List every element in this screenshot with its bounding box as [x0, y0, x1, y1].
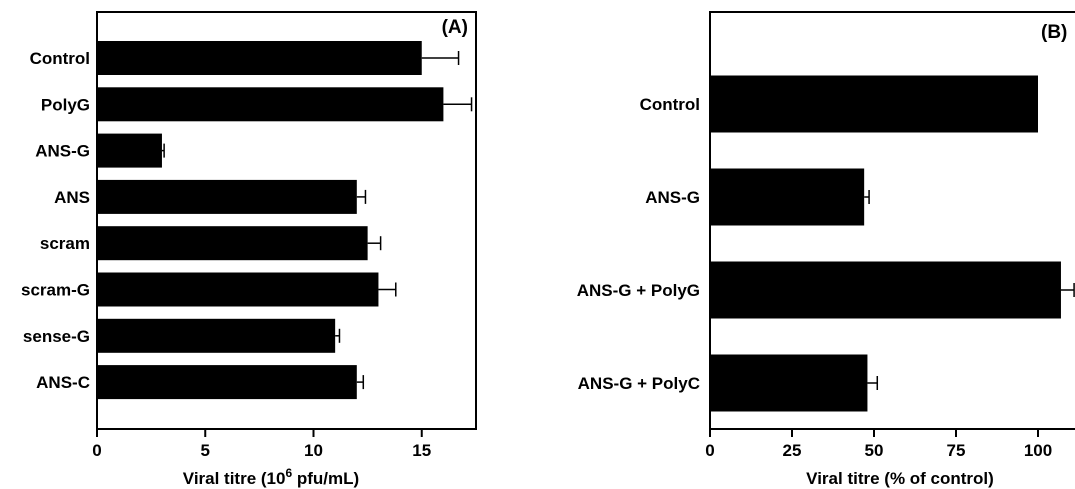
panel-a-error-bar-sense-g	[335, 328, 341, 343]
panel-b-error-bar-ans-g	[864, 190, 870, 204]
panel-a-bar-ans-c	[97, 365, 357, 400]
panel-a-error-bar-control	[421, 51, 460, 65]
panel-a-x-tick-label-0: 0	[92, 441, 101, 460]
panel-a-category-label-polyg: PolyG	[41, 95, 90, 114]
panel-b-bar-ans-g-polyg	[710, 261, 1061, 319]
panel-a-error-bar-scram-g	[378, 282, 397, 297]
panel-b-bar-ans-g-polyc	[710, 354, 868, 412]
panel-a-label: (A)	[442, 17, 468, 38]
panel-a-category-label-ans-g: ANS-G	[35, 142, 90, 161]
panel-a-x-tick-label-15: 15	[412, 441, 431, 460]
panel-b-category-label-ans-g-polyg: ANS-G + PolyG	[577, 281, 700, 300]
panel-a-error-bar-ans-g	[161, 143, 165, 158]
panel-b-bar-ans-g	[710, 168, 865, 226]
panel-b-category-label-control: Control	[640, 95, 700, 114]
panel-a-bar-scram	[97, 226, 368, 261]
panel-b-category-label-ans-g: ANS-G	[645, 188, 700, 207]
panel-b-x-axis-title: Viral titre (% of control)	[806, 469, 994, 488]
panel-a-bar-ans-g	[97, 133, 162, 168]
panel-a-x-tick-label-10: 10	[304, 441, 323, 460]
panel-a-x-tick-label-5: 5	[201, 441, 210, 460]
panel-a-category-label-scram-g: scram-G	[21, 281, 90, 300]
panel-a-bar-scram-g	[97, 272, 379, 307]
panel-a: (A) Control PolyG ANS-G ANS scram scram-G sens…	[21, 11, 477, 488]
panel-a-category-label-sense-g: sense-G	[23, 327, 90, 346]
panel-a-error-bar-scram	[367, 236, 382, 251]
panel-b-x-tick-label-100: 100	[1024, 441, 1052, 460]
panel-b-category-label-ans-g-polyc: ANS-G + PolyC	[578, 374, 700, 393]
panel-a-x-axis-title: Viral titre (106 pfu/mL)	[183, 466, 359, 488]
panel-b-x-tick-label-25: 25	[783, 441, 802, 460]
panel-a-bar-ans	[97, 179, 357, 214]
panel-b-x-tick-label-0: 0	[705, 441, 714, 460]
panel-b-error-bar-ans-g-polyg	[1060, 283, 1075, 297]
panel-a-category-label-ans: ANS	[54, 188, 90, 207]
panel-a-error-bar-ans	[356, 189, 367, 204]
panel-a-category-label-ans-c: ANS-C	[36, 373, 90, 392]
panel-a-error-bar-polyg	[443, 97, 473, 112]
panel-b-x-tick-label-75: 75	[947, 441, 966, 460]
panel-b-label: (B)	[1041, 22, 1067, 43]
panel-b-x-tick-label-50: 50	[865, 441, 884, 460]
panel-a-bar-polyg	[97, 87, 444, 122]
panel-b-error-bar-ans-g-polyc	[867, 376, 879, 390]
panel-a-frame	[96, 11, 477, 430]
panel-a-bar-control	[97, 41, 422, 75]
panel-a-bar-sense-g	[97, 318, 336, 353]
panel-a-category-label-control: Control	[30, 49, 90, 68]
panel-a-category-label-scram: scram	[40, 234, 90, 253]
panel-b-bar-control	[710, 75, 1038, 133]
panel-a-error-bar-ans-c	[356, 375, 365, 390]
panel-b: (B) Control ANS-G ANS-G + PolyG ANS-G + Pol…	[577, 11, 1075, 488]
